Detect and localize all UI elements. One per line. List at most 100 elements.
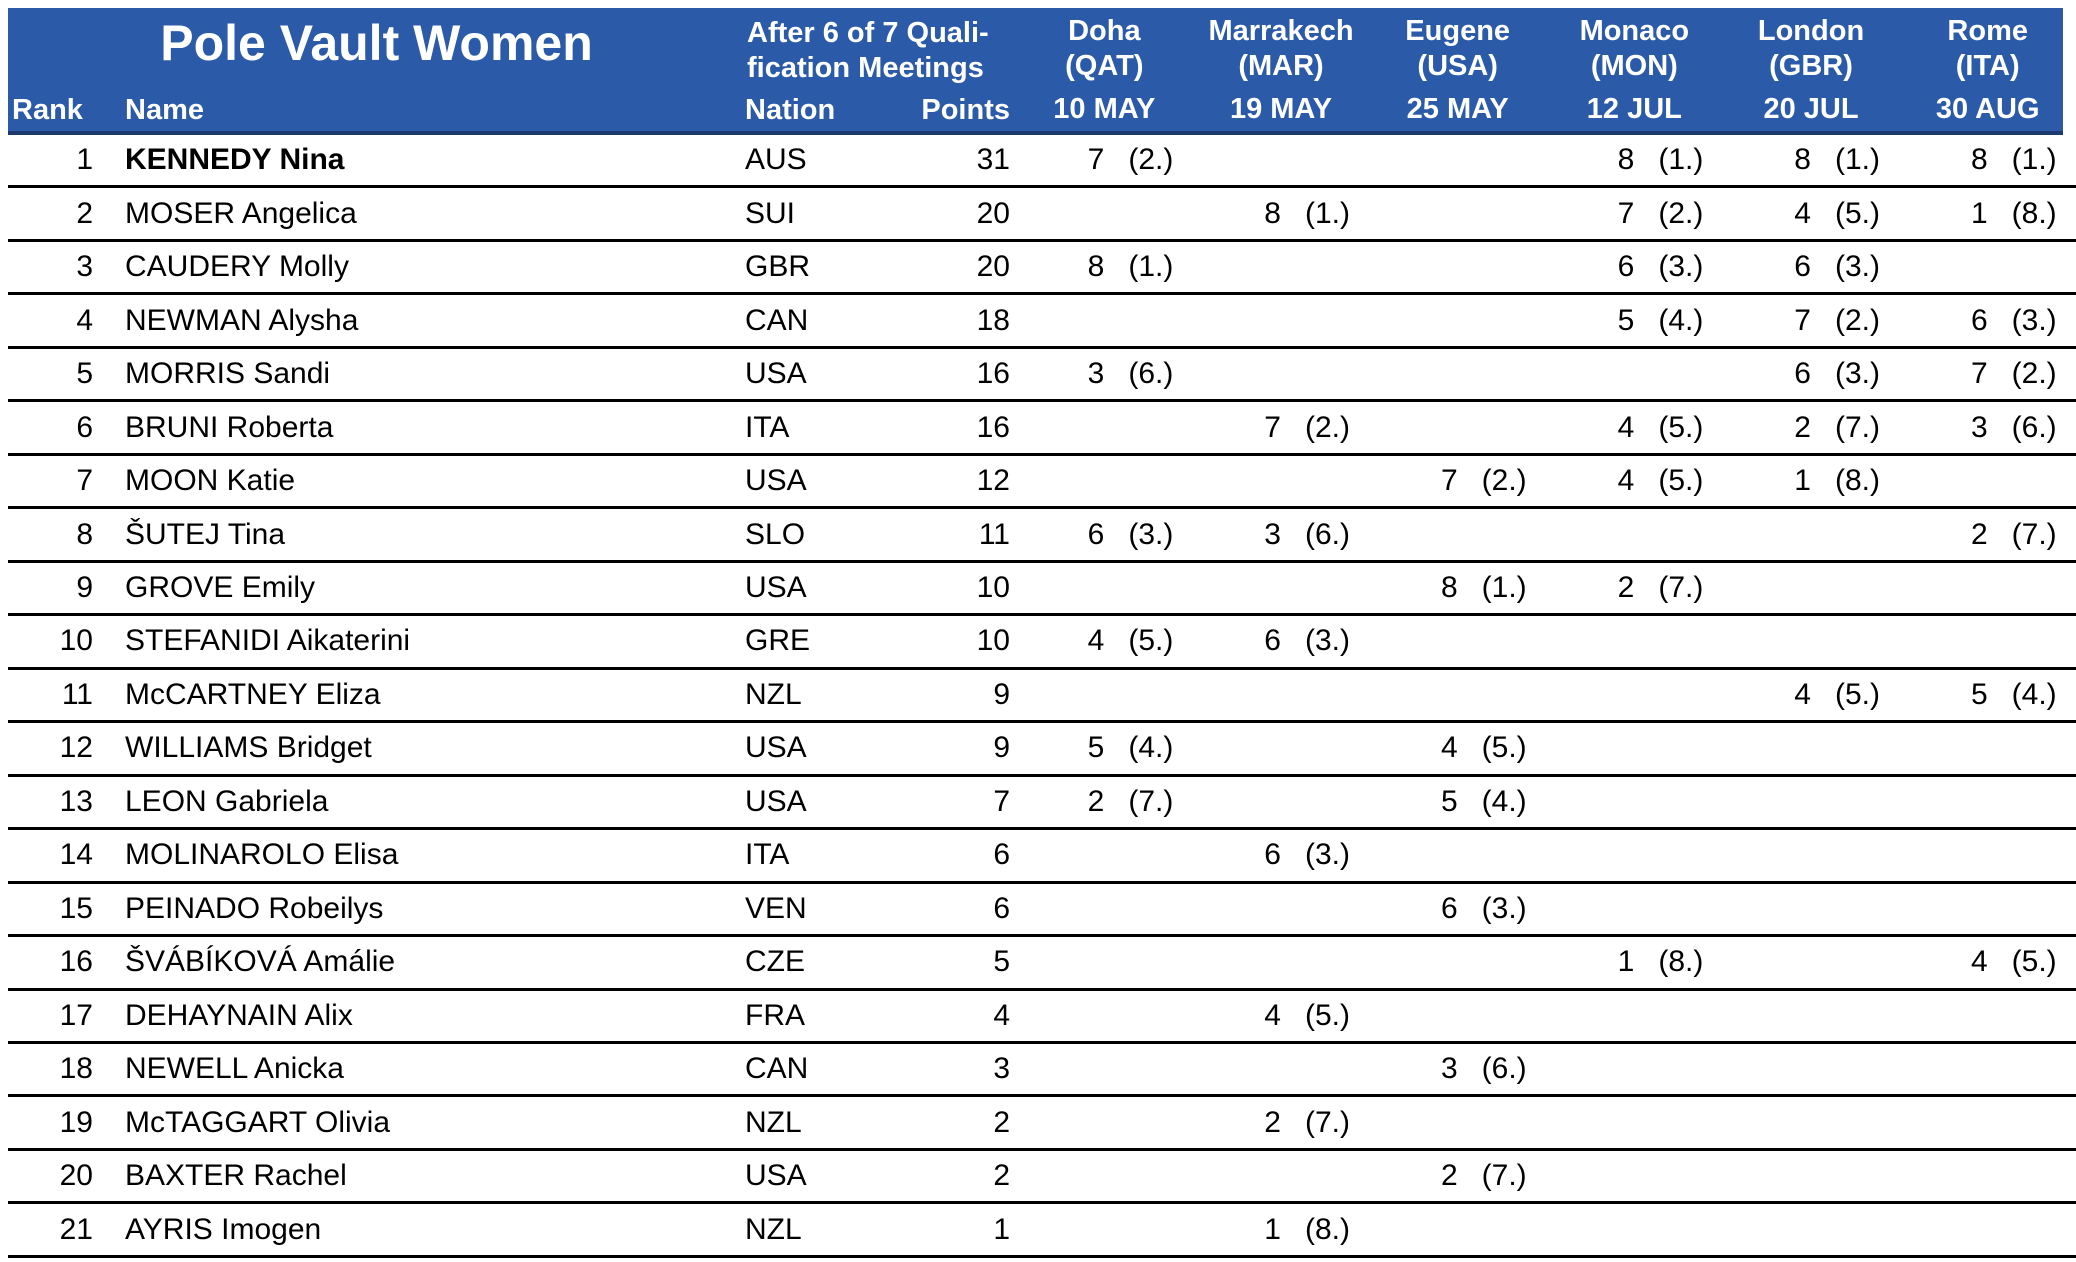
rank-cell: 2 bbox=[76, 196, 93, 230]
result-score: 8 bbox=[1970, 143, 1988, 177]
result-score: 8 bbox=[1617, 143, 1635, 177]
result-cell bbox=[1723, 937, 1900, 987]
name-cell: ŠUTEJ Tina bbox=[125, 517, 286, 551]
result-cell bbox=[1016, 402, 1193, 452]
result-cell: 2 (7.) bbox=[1016, 777, 1193, 827]
nation-cell: CAN bbox=[745, 303, 809, 337]
result-cell bbox=[1369, 135, 1546, 185]
result-score: 2 bbox=[1794, 410, 1811, 444]
result-cell: 8 (1.) bbox=[1723, 135, 1900, 185]
result-cell bbox=[1899, 830, 2076, 880]
result-score: 8 bbox=[1440, 570, 1458, 604]
result-place: (3.) bbox=[1304, 838, 1350, 872]
result-cell: 4 (5.) bbox=[1546, 402, 1723, 452]
name-cell: NEWELL Anicka bbox=[125, 1052, 344, 1086]
result-cell bbox=[1899, 1097, 2076, 1147]
name-cell: WILLIAMS Bridget bbox=[125, 731, 372, 765]
nation-cell: VEN bbox=[745, 891, 807, 925]
points-cell: 3 bbox=[993, 1052, 1010, 1086]
result-cell bbox=[1723, 991, 1900, 1041]
points-cell: 2 bbox=[993, 1159, 1010, 1193]
result-place: (5.) bbox=[1834, 196, 1880, 230]
result-place: (1.) bbox=[1481, 570, 1527, 604]
table-row: 16 ŠVÁBÍKOVÁ Amálie CZE 5 1 (8.) 4 (5.) bbox=[8, 937, 2076, 991]
result-place: (8.) bbox=[1658, 945, 1704, 979]
result-cell: 8 (1.) bbox=[1369, 563, 1546, 613]
table-row: 5 MORRIS Sandi USA 16 3 (6.) 6 (3.) 7 (2… bbox=[8, 349, 2076, 403]
result-cell: 8 (1.) bbox=[1016, 242, 1193, 292]
meeting-city: London bbox=[1757, 15, 1865, 47]
meeting-city: Marrakech bbox=[1208, 15, 1354, 47]
result-cell: 7 (2.) bbox=[1369, 456, 1546, 506]
result-cell bbox=[1016, 188, 1193, 238]
result-score: 2 bbox=[1264, 1105, 1281, 1139]
table-row: 11 McCARTNEY Eliza NZL 9 4 (5.) 5 (4.) bbox=[8, 670, 2076, 724]
result-score: 2 bbox=[1970, 517, 1988, 551]
table-row: 18 NEWELL Anicka CAN 3 3 (6.) bbox=[8, 1044, 2076, 1098]
result-place: (5.) bbox=[1658, 410, 1704, 444]
nation-cell: USA bbox=[745, 570, 807, 604]
result-cell bbox=[1016, 1044, 1193, 1094]
meeting-country: (MON) bbox=[1590, 50, 1678, 82]
result-cell bbox=[1546, 509, 1723, 559]
result-cell: 8 (1.) bbox=[1546, 135, 1723, 185]
table-row: 4 NEWMAN Alysha CAN 18 5 (4.) 7 (2.) 6 (… bbox=[8, 295, 2076, 349]
result-cell bbox=[1546, 777, 1723, 827]
table-header: Pole Vault Women After 6 of 7 Quali- fic… bbox=[8, 8, 2063, 135]
name-cell: ŠVÁBÍKOVÁ Amálie bbox=[125, 945, 396, 979]
rank-cell: 20 bbox=[59, 1159, 93, 1193]
result-cell bbox=[1546, 723, 1723, 773]
name-cell: MOLINAROLO Elisa bbox=[125, 838, 399, 872]
result-place: (6.) bbox=[2011, 410, 2057, 444]
table-row: 9 GROVE Emily USA 10 8 (1.) 2 (7.) bbox=[8, 563, 2076, 617]
result-score: 7 bbox=[1970, 357, 1988, 391]
result-place: (3.) bbox=[1128, 517, 1174, 551]
result-cell bbox=[1369, 349, 1546, 399]
qualification-status: After 6 of 7 Quali- fication Meetings bbox=[747, 16, 989, 86]
result-cell bbox=[1899, 242, 2076, 292]
points-cell: 18 bbox=[976, 303, 1010, 337]
rank-cell: 10 bbox=[59, 624, 93, 658]
result-cell bbox=[1016, 991, 1193, 1041]
name-cell: McTAGGART Olivia bbox=[125, 1105, 391, 1139]
name-cell: LEON Gabriela bbox=[125, 784, 329, 818]
result-cell: 6 (3.) bbox=[1723, 349, 1900, 399]
name-cell: NEWMAN Alysha bbox=[125, 303, 359, 337]
meeting-city: Eugene bbox=[1405, 15, 1511, 47]
result-cell bbox=[1723, 1151, 1900, 1201]
result-score: 7 bbox=[1440, 464, 1458, 498]
result-place: (8.) bbox=[2011, 196, 2057, 230]
result-place: (7.) bbox=[1481, 1159, 1527, 1193]
result-cell bbox=[1193, 670, 1370, 720]
result-cell: 7 (2.) bbox=[1193, 402, 1370, 452]
meeting-city: Doha bbox=[1068, 15, 1141, 47]
result-cell bbox=[1899, 1204, 2076, 1254]
result-place: (3.) bbox=[1658, 250, 1704, 284]
result-cell bbox=[1193, 777, 1370, 827]
result-cell bbox=[1016, 1097, 1193, 1147]
result-place: (7.) bbox=[1128, 784, 1174, 818]
nation-cell: GBR bbox=[745, 250, 811, 284]
result-cell bbox=[1369, 402, 1546, 452]
nation-cell: USA bbox=[745, 464, 807, 498]
meeting-date: 30 AUG bbox=[1935, 93, 2040, 125]
column-header-rank: Rank bbox=[12, 94, 83, 126]
result-cell: 3 (6.) bbox=[1369, 1044, 1546, 1094]
result-place: (7.) bbox=[1834, 410, 1880, 444]
rank-cell: 8 bbox=[76, 517, 93, 551]
result-score: 2 bbox=[1617, 570, 1635, 604]
nation-cell: NZL bbox=[745, 677, 802, 711]
rank-cell: 5 bbox=[76, 357, 93, 391]
rank-cell: 21 bbox=[59, 1212, 93, 1246]
result-cell: 7 (2.) bbox=[1546, 188, 1723, 238]
result-place: (6.) bbox=[1481, 1052, 1527, 1086]
rank-cell: 4 bbox=[76, 303, 93, 337]
nation-cell: GRE bbox=[745, 624, 811, 658]
rank-cell: 14 bbox=[59, 838, 93, 872]
result-cell: 6 (3.) bbox=[1546, 242, 1723, 292]
result-cell bbox=[1193, 1151, 1370, 1201]
table-row: 15 PEINADO Robeilys VEN 6 6 (3.) bbox=[8, 884, 2076, 938]
rank-cell: 16 bbox=[59, 945, 93, 979]
result-score: 5 bbox=[1970, 677, 1988, 711]
result-place: (2.) bbox=[1834, 303, 1880, 337]
